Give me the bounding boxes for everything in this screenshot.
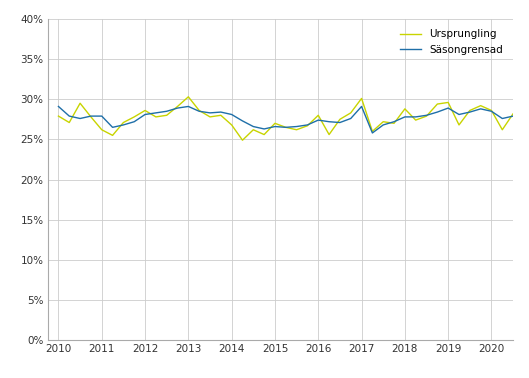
Ursprungling — [488, 108, 495, 113]
Line: Ursprungling: Ursprungling — [58, 97, 529, 140]
Ursprungling — [304, 124, 311, 128]
Säsongrensad — [175, 106, 181, 110]
Säsongrensad — [142, 112, 148, 117]
Ursprungling — [315, 113, 322, 118]
Säsongrensad — [434, 110, 441, 115]
Ursprungling — [229, 123, 235, 127]
Ursprungling — [499, 127, 506, 132]
Säsongrensad — [250, 124, 257, 129]
Säsongrensad — [369, 131, 376, 135]
Ursprungling — [131, 115, 138, 119]
Ursprungling — [142, 108, 148, 113]
Säsongrensad — [294, 124, 300, 129]
Säsongrensad — [153, 111, 159, 115]
Säsongrensad — [445, 106, 451, 110]
Säsongrensad — [110, 125, 116, 130]
Säsongrensad — [282, 125, 289, 130]
Ursprungling — [55, 114, 61, 118]
Säsongrensad — [88, 114, 94, 118]
Ursprungling — [153, 115, 159, 119]
Säsongrensad — [423, 113, 430, 118]
Säsongrensad — [488, 109, 495, 113]
Ursprungling — [239, 138, 245, 143]
Ursprungling — [337, 117, 343, 122]
Ursprungling — [175, 104, 181, 109]
Ursprungling — [261, 132, 267, 137]
Säsongrensad — [402, 115, 408, 119]
Säsongrensad — [358, 104, 364, 109]
Säsongrensad — [326, 119, 332, 124]
Säsongrensad — [467, 110, 473, 115]
Ursprungling — [272, 121, 278, 125]
Säsongrensad — [163, 109, 170, 113]
Ursprungling — [207, 115, 213, 119]
Säsongrensad — [337, 120, 343, 125]
Säsongrensad — [196, 109, 203, 113]
Säsongrensad — [413, 115, 419, 119]
Säsongrensad — [521, 112, 527, 116]
Line: Säsongrensad: Säsongrensad — [58, 107, 529, 133]
Ursprungling — [294, 127, 300, 132]
Säsongrensad — [499, 116, 506, 121]
Säsongrensad — [120, 123, 126, 127]
Ursprungling — [282, 125, 289, 130]
Ursprungling — [77, 101, 83, 105]
Säsongrensad — [98, 114, 105, 118]
Säsongrensad — [217, 110, 224, 115]
Ursprungling — [163, 113, 170, 118]
Ursprungling — [196, 108, 203, 113]
Legend: Ursprungling, Säsongrensad: Ursprungling, Säsongrensad — [395, 24, 508, 60]
Ursprungling — [120, 120, 126, 125]
Ursprungling — [358, 96, 364, 101]
Ursprungling — [110, 133, 116, 138]
Säsongrensad — [77, 116, 83, 121]
Ursprungling — [510, 112, 516, 116]
Säsongrensad — [66, 114, 72, 118]
Ursprungling — [423, 114, 430, 118]
Säsongrensad — [380, 123, 386, 127]
Ursprungling — [217, 113, 224, 118]
Säsongrensad — [229, 112, 235, 117]
Ursprungling — [369, 129, 376, 134]
Ursprungling — [456, 123, 462, 127]
Ursprungling — [98, 127, 105, 132]
Säsongrensad — [131, 119, 138, 124]
Säsongrensad — [239, 119, 245, 123]
Ursprungling — [445, 100, 451, 105]
Ursprungling — [88, 115, 94, 119]
Ursprungling — [326, 132, 332, 137]
Säsongrensad — [510, 114, 516, 118]
Ursprungling — [391, 121, 397, 125]
Säsongrensad — [304, 123, 311, 127]
Ursprungling — [348, 111, 354, 115]
Ursprungling — [478, 104, 484, 108]
Ursprungling — [413, 118, 419, 122]
Säsongrensad — [456, 112, 462, 117]
Säsongrensad — [207, 111, 213, 115]
Säsongrensad — [185, 104, 191, 109]
Ursprungling — [66, 120, 72, 125]
Säsongrensad — [348, 116, 354, 121]
Säsongrensad — [261, 127, 267, 131]
Ursprungling — [402, 107, 408, 111]
Ursprungling — [185, 94, 191, 99]
Säsongrensad — [391, 119, 397, 124]
Ursprungling — [434, 102, 441, 106]
Säsongrensad — [272, 124, 278, 129]
Säsongrensad — [315, 118, 322, 122]
Säsongrensad — [55, 104, 61, 109]
Säsongrensad — [478, 107, 484, 111]
Ursprungling — [380, 119, 386, 124]
Ursprungling — [467, 108, 473, 113]
Ursprungling — [521, 104, 527, 109]
Ursprungling — [250, 127, 257, 132]
